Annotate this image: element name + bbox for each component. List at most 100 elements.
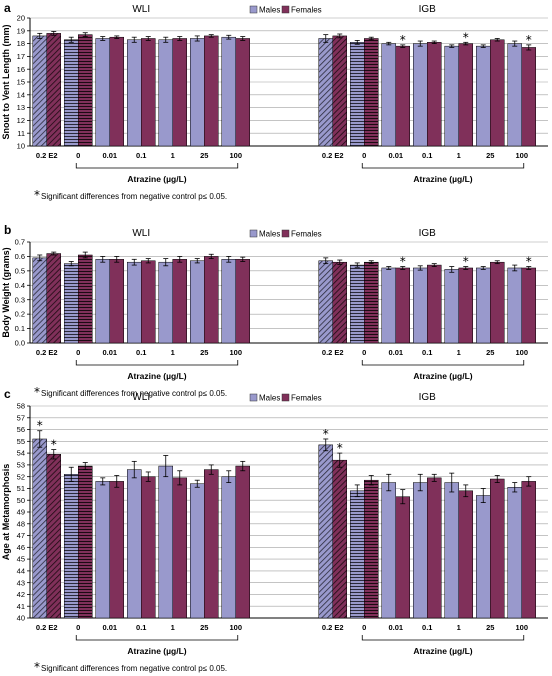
x-axis-label: Atrazine (µg/L) [413, 371, 472, 381]
y-tick-label: 42 [17, 590, 25, 599]
group-title: IGB [419, 4, 437, 15]
group-title: WLI [132, 392, 150, 403]
bar-females [364, 479, 379, 619]
x-tick-label: 0 [76, 623, 80, 632]
y-tick-label: 45 [17, 555, 25, 564]
bar-females [235, 259, 250, 344]
legend-swatch-females [281, 393, 290, 402]
bar-males [221, 36, 236, 147]
atrazine-bracket [75, 163, 239, 169]
y-tick-label: 10 [17, 142, 25, 151]
footnote: Significant differences from negative co… [41, 664, 227, 673]
panel-letter: b [4, 223, 11, 237]
footnote: Significant differences from negative co… [41, 192, 227, 201]
legend-swatch-males [249, 229, 258, 238]
x-tick-label: 0.2 E2 [322, 151, 344, 160]
legend-label-males: Males [259, 6, 280, 15]
panel-letter: a [4, 1, 11, 15]
bar-males [95, 38, 110, 147]
atrazine-bracket [75, 635, 239, 641]
bar-males [507, 267, 522, 344]
bar-females [332, 459, 347, 619]
y-tick-label: 44 [17, 566, 25, 575]
bar-males [413, 43, 428, 147]
x-tick-label: 100 [229, 623, 242, 632]
x-tick-label: 100 [229, 151, 242, 160]
y-tick-label: 12 [17, 116, 25, 125]
significance-star: * [526, 255, 532, 269]
bar-females [172, 259, 187, 344]
footnote-star: * [34, 385, 40, 399]
bar-females [395, 45, 410, 147]
chart-panel-b: b 0.0 0.1 0.2 0.3 0.4 0.5 0.6 0.7 Body Weight (gr… [1, 223, 548, 399]
bar-females [109, 259, 124, 344]
footnote-star: * [34, 660, 40, 674]
bar-males [127, 469, 142, 619]
y-tick-label: 20 [17, 14, 25, 23]
bar-males [32, 438, 47, 619]
y-tick-label: 48 [17, 519, 25, 528]
legend-label-females: Females [291, 6, 322, 15]
y-tick-label: 0.4 [15, 281, 25, 290]
y-tick-label: 0.2 [15, 310, 25, 319]
y-tick-label: 16 [17, 65, 25, 74]
legend: Males Females [249, 6, 322, 15]
bar-males [158, 39, 173, 147]
y-tick-label: 11 [17, 129, 25, 138]
bar-females [172, 477, 187, 619]
legend-swatch-females [281, 229, 290, 238]
bar-females [395, 267, 410, 344]
legend: Males Females [249, 229, 322, 239]
panel-letter: c [4, 387, 11, 401]
bar-females [109, 481, 124, 619]
x-tick-label: 1 [457, 348, 461, 357]
bar-females [141, 38, 156, 147]
y-tick-label: 0.5 [15, 266, 25, 275]
x-tick-label: 25 [486, 348, 494, 357]
bar-females [204, 35, 219, 147]
x-tick-label: 0 [362, 151, 366, 160]
bar-males [318, 38, 333, 147]
x-tick-label: 0.01 [102, 623, 117, 632]
significance-star: * [526, 33, 532, 47]
x-tick-label: 100 [515, 348, 528, 357]
x-axis-label: Atrazine (µg/L) [127, 174, 186, 184]
bar-males [350, 42, 365, 147]
bar-males [221, 259, 236, 344]
bar-females [172, 38, 187, 147]
bar-males [64, 263, 79, 344]
x-axis-label: Atrazine (µg/L) [413, 174, 472, 184]
bar-females [490, 39, 505, 147]
bar-males [158, 465, 173, 619]
bar-males [413, 482, 428, 619]
x-tick-label: 1 [457, 151, 461, 160]
bar-males [32, 257, 47, 344]
x-tick-label: 1 [171, 151, 175, 160]
bar-females [235, 38, 250, 147]
footnote: Significant differences from negative co… [41, 389, 227, 398]
x-axis-label: Atrazine (µg/L) [127, 646, 186, 656]
x-tick-label: 0.01 [388, 348, 403, 357]
bar-males [64, 474, 79, 619]
legend: Males Females [249, 393, 322, 403]
atrazine-bracket [75, 360, 239, 366]
bar-males [158, 261, 173, 344]
x-tick-label: 0 [76, 151, 80, 160]
x-tick-label: 1 [457, 623, 461, 632]
y-tick-label: 15 [17, 78, 25, 87]
atrazine-bracket [361, 360, 525, 366]
x-tick-label: 0.2 E2 [36, 348, 58, 357]
bar-males [381, 482, 396, 619]
y-tick-label: 0.6 [15, 252, 25, 261]
x-tick-label: 25 [200, 151, 208, 160]
bar-females [458, 267, 473, 344]
bar-males [381, 267, 396, 344]
y-tick-label: 57 [17, 413, 25, 422]
x-axis-label: Atrazine (µg/L) [413, 646, 472, 656]
x-tick-label: 0.1 [422, 348, 432, 357]
y-tick-label: 19 [17, 26, 25, 35]
bar-males [350, 490, 365, 619]
x-tick-label: 25 [486, 623, 494, 632]
x-tick-label: 0.01 [102, 151, 117, 160]
bar-males [64, 39, 79, 147]
